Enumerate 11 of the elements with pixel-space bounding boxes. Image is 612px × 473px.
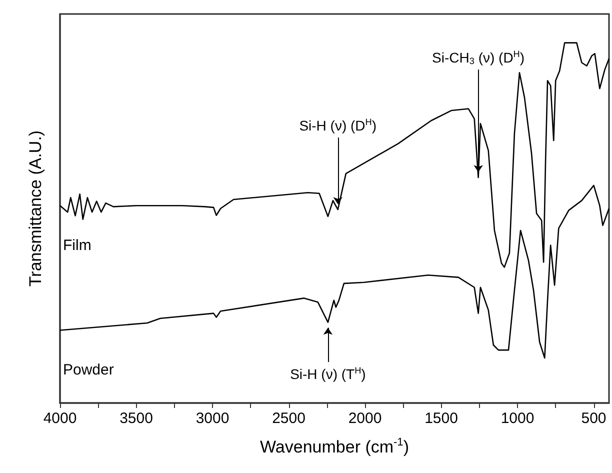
x-tick-label: 2000 <box>348 410 382 427</box>
y-axis-title: Transmittance (A.U.) <box>26 130 45 287</box>
x-tick-label: 4000 <box>43 410 77 427</box>
x-tick-label: 2500 <box>272 410 306 427</box>
x-tick-label: 3500 <box>120 410 153 427</box>
series-label: Film <box>63 237 92 254</box>
x-tick-label: 3000 <box>196 410 230 427</box>
x-tick-label: 1000 <box>500 410 534 427</box>
x-tick-label: 500 <box>581 410 606 427</box>
x-tick-label: 1500 <box>424 410 458 427</box>
text: Powder <box>63 362 114 379</box>
